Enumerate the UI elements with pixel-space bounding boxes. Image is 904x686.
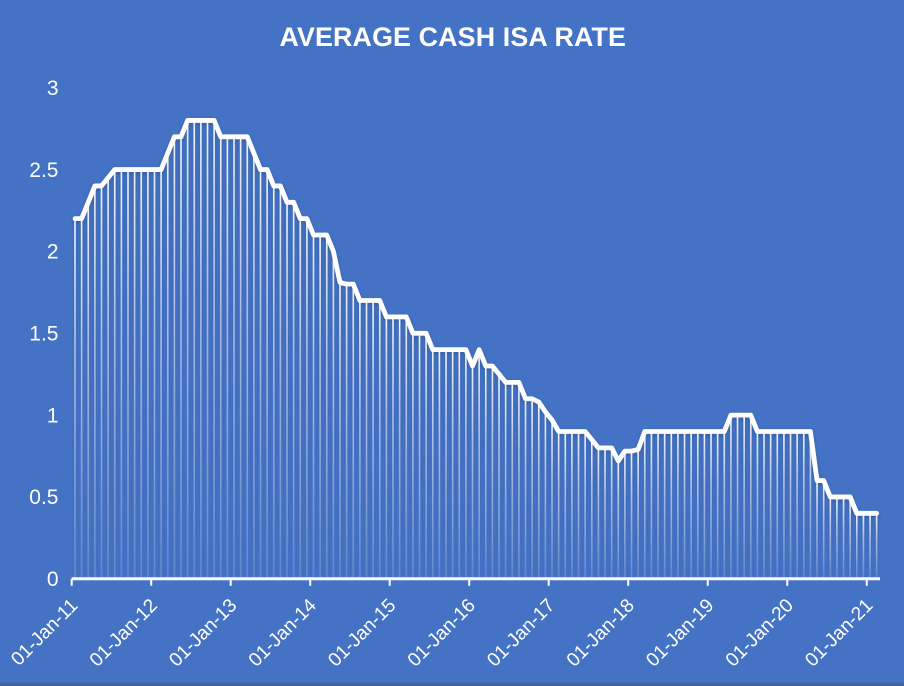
svg-text:0.5: 0.5 xyxy=(29,486,58,509)
svg-text:1: 1 xyxy=(47,404,59,427)
svg-text:0: 0 xyxy=(47,568,59,591)
svg-text:1.5: 1.5 xyxy=(29,322,58,345)
svg-text:3: 3 xyxy=(47,77,59,100)
svg-text:2.5: 2.5 xyxy=(29,159,58,182)
svg-text:2: 2 xyxy=(47,241,59,264)
svg-text:AVERAGE CASH ISA RATE: AVERAGE CASH ISA RATE xyxy=(280,22,627,52)
